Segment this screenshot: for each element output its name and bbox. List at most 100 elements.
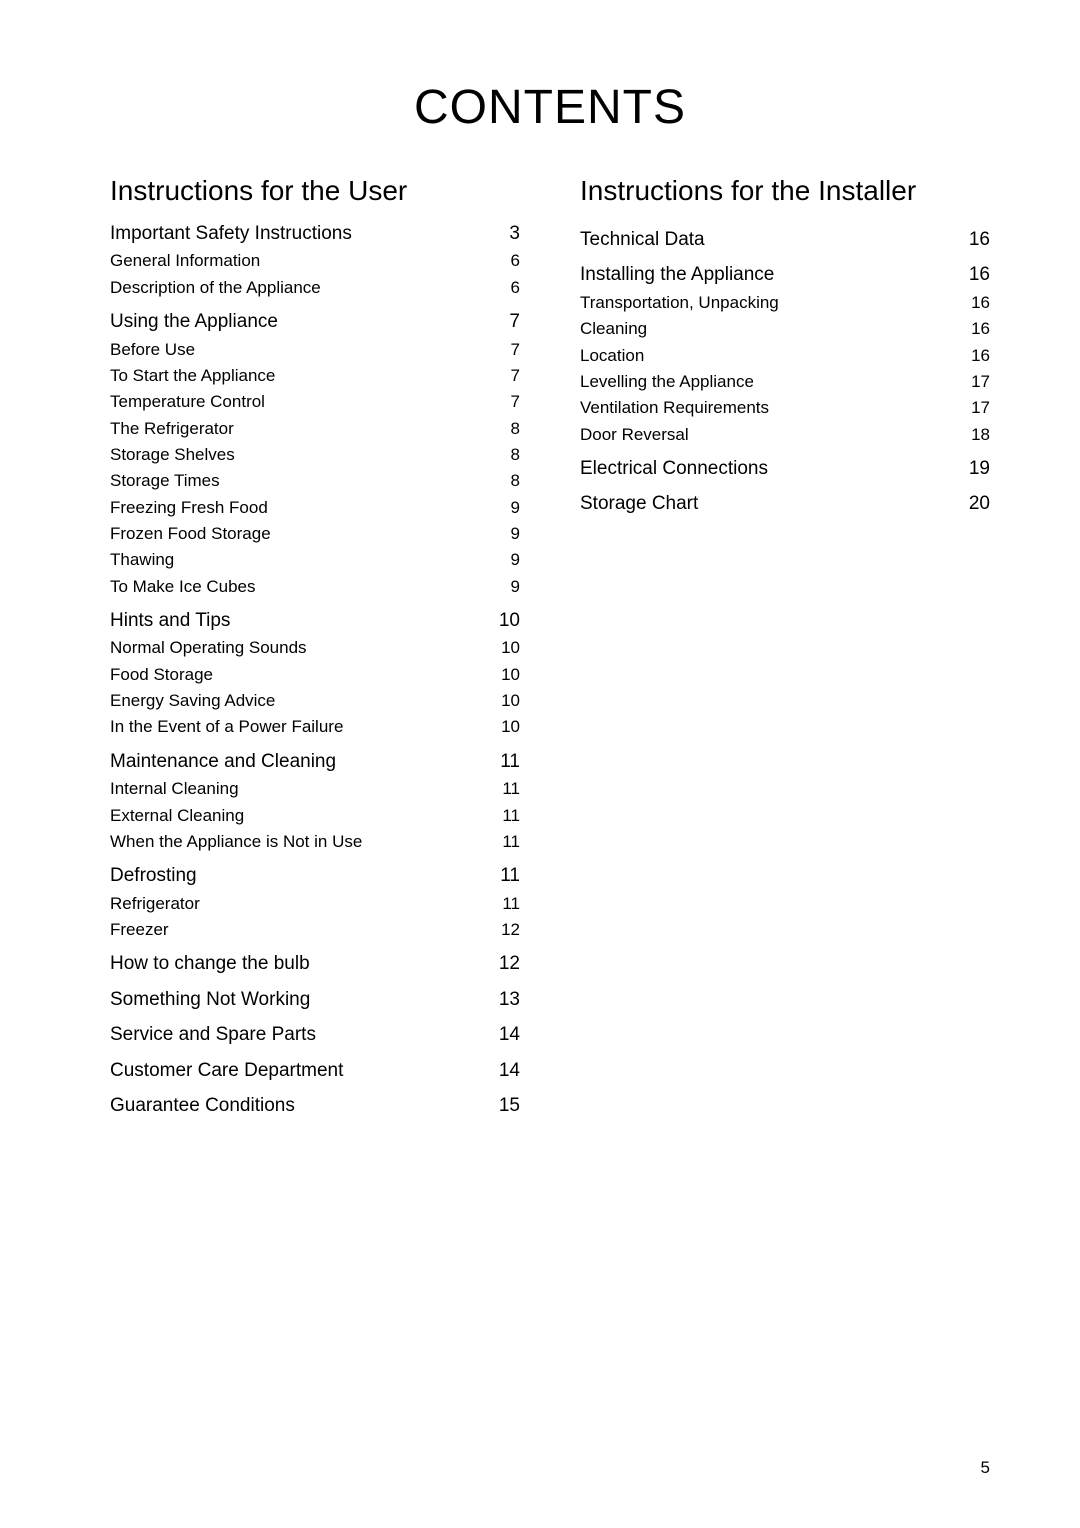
toc-label: Door Reversal <box>580 422 689 448</box>
toc-page: 10 <box>490 688 520 714</box>
toc-page: 15 <box>490 1091 520 1120</box>
toc-page: 10 <box>490 662 520 688</box>
toc-row: Temperature Control7 <box>110 389 520 415</box>
toc-row: Freezing Fresh Food 9 <box>110 495 520 521</box>
toc-page: 7 <box>490 307 520 336</box>
toc-row: Storage Times 8 <box>110 468 520 494</box>
toc-page: 9 <box>490 521 520 547</box>
toc-label: Storage Times <box>110 468 220 494</box>
toc-row: Storage Shelves 8 <box>110 442 520 468</box>
toc-page: 6 <box>490 275 520 301</box>
toc-row: Frozen Food Storage 9 <box>110 521 520 547</box>
toc-label: Ventilation Requirements <box>580 395 769 421</box>
user-toc-list: Important Safety Instructions3General In… <box>110 219 520 1121</box>
toc-row: Storage Chart 20 <box>580 489 990 518</box>
toc-page: 8 <box>490 468 520 494</box>
toc-label: Customer Care Department <box>110 1056 343 1085</box>
toc-row: Internal Cleaning11 <box>110 776 520 802</box>
toc-row: Refrigerator 11 <box>110 891 520 917</box>
toc-page: 11 <box>490 861 520 890</box>
toc-row: Description of the Appliance 6 <box>110 275 520 301</box>
toc-row: Service and Spare Parts14 <box>110 1020 520 1049</box>
toc-page: 16 <box>960 260 990 289</box>
toc-page: 11 <box>490 891 520 917</box>
toc-page: 10 <box>490 635 520 661</box>
toc-row: To Make Ice Cubes 9 <box>110 574 520 600</box>
toc-row: Before Use 7 <box>110 337 520 363</box>
toc-page: 12 <box>490 949 520 978</box>
page-title: CONTENTS <box>110 80 990 135</box>
toc-page: 19 <box>960 454 990 483</box>
toc-label: External Cleaning <box>110 803 244 829</box>
toc-page: 14 <box>490 1056 520 1085</box>
toc-label: Freezing Fresh Food <box>110 495 268 521</box>
toc-row: Installing the Appliance 16 <box>580 260 990 289</box>
toc-label: Before Use <box>110 337 195 363</box>
toc-row: How to change the bulb 12 <box>110 949 520 978</box>
toc-row: Normal Operating Sounds10 <box>110 635 520 661</box>
toc-row: In the Event of a Power Failure10 <box>110 714 520 740</box>
toc-label: Temperature Control <box>110 389 265 415</box>
toc-page: 11 <box>490 829 520 855</box>
toc-page: 20 <box>960 489 990 518</box>
toc-label: Installing the Appliance <box>580 260 774 289</box>
right-column: Instructions for the Installer Technical… <box>580 175 990 1121</box>
toc-label: To Make Ice Cubes <box>110 574 256 600</box>
toc-page: 8 <box>490 416 520 442</box>
toc-label: Levelling the Appliance <box>580 369 754 395</box>
toc-row: Something Not Working13 <box>110 985 520 1014</box>
toc-page: 11 <box>490 747 520 776</box>
toc-row: Defrosting 11 <box>110 861 520 890</box>
toc-row: Transportation, Unpacking 16 <box>580 290 990 316</box>
toc-label: Food Storage <box>110 662 213 688</box>
toc-label: Thawing <box>110 547 174 573</box>
toc-page: 16 <box>960 290 990 316</box>
toc-label: To Start the Appliance <box>110 363 275 389</box>
toc-page: 3 <box>490 219 520 248</box>
toc-page: 17 <box>960 395 990 421</box>
toc-page: 17 <box>960 369 990 395</box>
toc-row: Maintenance and Cleaning11 <box>110 747 520 776</box>
toc-row: External Cleaning 11 <box>110 803 520 829</box>
left-column: Instructions for the User Important Safe… <box>110 175 520 1121</box>
toc-label: Frozen Food Storage <box>110 521 271 547</box>
installer-toc-list: Technical Data16Installing the Appliance… <box>580 225 990 519</box>
toc-page: 6 <box>490 248 520 274</box>
toc-page: 9 <box>490 574 520 600</box>
toc-row: Levelling the Appliance 17 <box>580 369 990 395</box>
toc-label: Storage Shelves <box>110 442 235 468</box>
toc-row: Ventilation Requirements 17 <box>580 395 990 421</box>
toc-page: 16 <box>960 316 990 342</box>
toc-row: Thawing 9 <box>110 547 520 573</box>
toc-label: Energy Saving Advice <box>110 688 275 714</box>
toc-label: When the Appliance is Not in Use <box>110 829 362 855</box>
toc-row: Food Storage 10 <box>110 662 520 688</box>
toc-page: 8 <box>490 442 520 468</box>
toc-label: General Information <box>110 248 260 274</box>
toc-page: 9 <box>490 547 520 573</box>
toc-row: Freezer12 <box>110 917 520 943</box>
toc-row: General Information 6 <box>110 248 520 274</box>
toc-row: Customer Care Department 14 <box>110 1056 520 1085</box>
content-columns: Instructions for the User Important Safe… <box>110 175 990 1121</box>
toc-row: Electrical Connections19 <box>580 454 990 483</box>
toc-page: 10 <box>490 606 520 635</box>
toc-row: Cleaning16 <box>580 316 990 342</box>
toc-label: Defrosting <box>110 861 197 890</box>
toc-page: 10 <box>490 714 520 740</box>
toc-label: Internal Cleaning <box>110 776 239 802</box>
toc-page: 7 <box>490 363 520 389</box>
toc-label: Refrigerator <box>110 891 200 917</box>
toc-label: How to change the bulb <box>110 949 310 978</box>
toc-page: 11 <box>490 803 520 829</box>
toc-label: Transportation, Unpacking <box>580 290 779 316</box>
toc-label: Using the Appliance <box>110 307 278 336</box>
toc-page: 18 <box>960 422 990 448</box>
toc-label: Description of the Appliance <box>110 275 321 301</box>
toc-page: 9 <box>490 495 520 521</box>
toc-row: Door Reversal 18 <box>580 422 990 448</box>
toc-page: 7 <box>490 337 520 363</box>
toc-row: To Start the Appliance 7 <box>110 363 520 389</box>
toc-label: Freezer <box>110 917 169 943</box>
toc-label: Storage Chart <box>580 489 698 518</box>
